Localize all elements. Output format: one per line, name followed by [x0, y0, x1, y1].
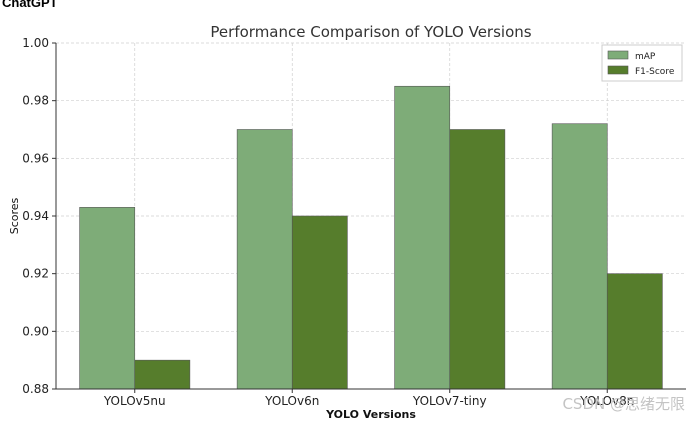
y-tick-label: 0.98: [22, 94, 49, 108]
y-tick-label: 0.94: [22, 209, 49, 223]
y-tick-label: 0.96: [22, 151, 49, 165]
bar-f1-score-yolov6n: [291, 215, 348, 390]
y-tick-label: 0.88: [22, 382, 49, 396]
legend-frame: [601, 44, 683, 82]
bar-map-yolov5nu: [79, 207, 136, 390]
legend-label-f1: F1-Score: [635, 67, 675, 77]
x-tick-label: YOLOv8n: [579, 394, 634, 408]
bar-map-yolov8n: [551, 123, 608, 390]
page-caption: ChatGPT: [2, 0, 58, 10]
legend: mAP F1-Score: [601, 44, 683, 82]
chart-title: Performance Comparison of YOLO Versions: [210, 23, 531, 41]
y-axis-label: Scores: [8, 197, 21, 234]
bar-f1-score-yolov5nu: [134, 359, 191, 390]
x-axis-label: YOLO Versions: [325, 408, 416, 421]
legend-swatch-f1: [607, 65, 629, 75]
bar-map-yolov6n: [236, 129, 293, 390]
bars: [79, 85, 663, 390]
legend-swatch-map: [607, 50, 629, 60]
y-tick-label: 0.92: [22, 267, 49, 281]
bar-f1-score-yolov7-tiny: [449, 129, 506, 390]
x-tick-label: YOLOv6n: [264, 394, 319, 408]
bar-map-yolov7-tiny: [394, 85, 451, 390]
y-tick-label: 0.90: [22, 324, 49, 338]
watermark: CSDN @思绪无限: [562, 395, 685, 413]
legend-label-map: mAP: [635, 52, 656, 62]
axes: 0.88 0.90 0.92 0.94 0.96 0.98 1.00 YOLOv5nu YOLO…: [22, 36, 686, 408]
y-tick-label: 1.00: [22, 36, 49, 50]
x-tick-label: YOLOv7-tiny: [412, 394, 487, 408]
x-tick-label: YOLOv5nu: [103, 394, 166, 408]
bar-f1-score-yolov8n: [606, 273, 663, 390]
